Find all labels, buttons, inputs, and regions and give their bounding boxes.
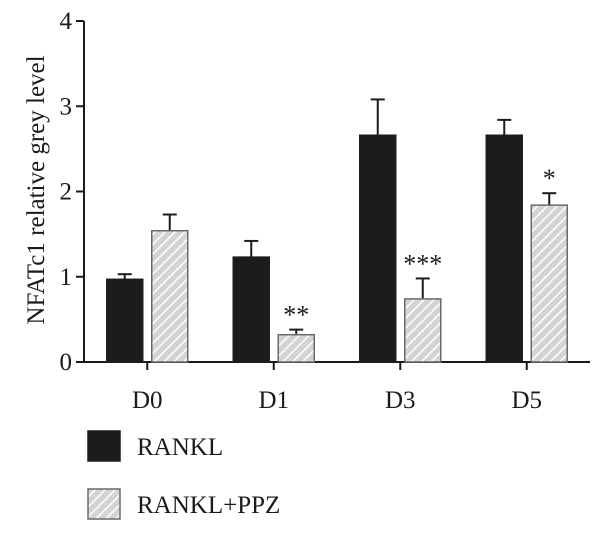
bar-rankl-ppz-d1 [277, 333, 315, 363]
legend-swatch [87, 430, 121, 462]
x-tick-label: D1 [258, 387, 289, 414]
legend-label: RANKL [137, 434, 223, 461]
y-tick-label: 1 [60, 264, 73, 291]
bar-rankl-d0 [106, 278, 144, 363]
x-tick-label: D5 [511, 387, 542, 414]
plot-area: 0 1 2 3 4 D0 D1 ** D3 *** D5 * [60, 8, 590, 414]
significance-label: * [543, 164, 556, 193]
bar-rankl-ppz-d3 [404, 298, 442, 363]
y-tick-label: 3 [60, 93, 73, 120]
x-tick-label: D3 [385, 387, 416, 414]
bar-rankl-ppz-d5 [530, 204, 568, 363]
bar-rankl-ppz-d0 [151, 229, 189, 363]
bar-rankl-d1 [232, 256, 270, 363]
legend: RANKL RANKL+PPZ [87, 430, 280, 520]
significance-label: *** [403, 249, 442, 278]
legend-swatch [87, 488, 121, 520]
bar-rankl-d3 [359, 134, 397, 363]
bar-rankl-d5 [485, 134, 523, 363]
y-tick-label: 0 [60, 349, 73, 376]
y-tick-label: 2 [60, 179, 73, 206]
y-tick-label: 4 [60, 8, 73, 35]
significance-label: ** [283, 301, 309, 330]
legend-label: RANKL+PPZ [137, 492, 280, 519]
y-axis-label: NFATc1 relative grey level [23, 55, 50, 324]
x-tick-label: D0 [132, 387, 163, 414]
